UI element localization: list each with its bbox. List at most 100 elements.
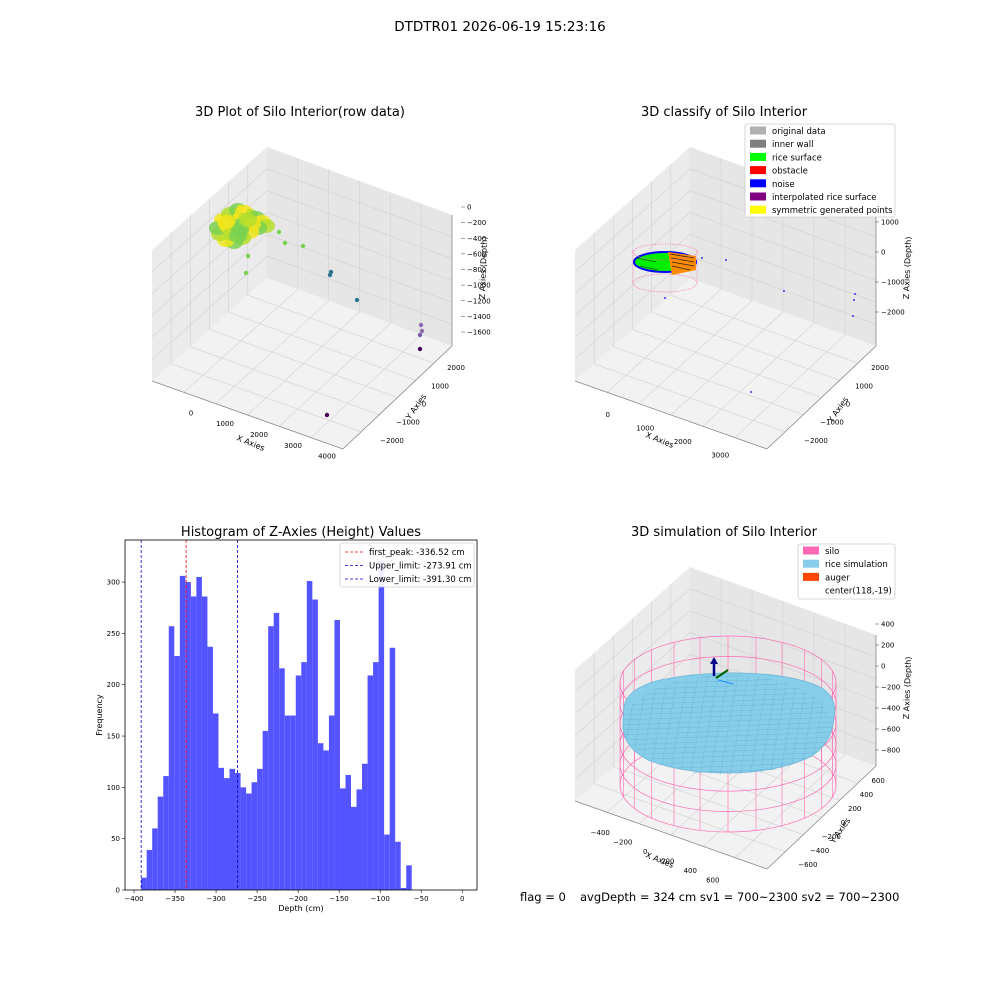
- rice-grid-line: [623, 696, 833, 706]
- rice-grid-line: [623, 741, 833, 751]
- rice-grid-line: [729, 675, 749, 775]
- hist-x-tick-label: 0: [460, 895, 464, 903]
- hist-bar: [223, 778, 230, 890]
- hist-title: Histogram of Z-Axies (Height) Values: [181, 525, 421, 540]
- panel-classify-3d: 3D classify of Silo Interior 0 1000 2000 30…: [574, 105, 913, 459]
- raw-point: [419, 328, 425, 334]
- hist-x-tick-label: −150: [330, 895, 349, 903]
- raw-point: [282, 240, 288, 246]
- hist-bar: [312, 599, 318, 890]
- classify-y-tick: −2000: [804, 437, 828, 445]
- classify-legend-swatch: [750, 166, 766, 175]
- raw-point: [417, 332, 423, 338]
- raw-surface-peak: [241, 207, 247, 213]
- raw-point: [276, 229, 282, 235]
- hist-y-ticks: 0 50 100 150 200 250 300: [107, 579, 125, 895]
- raw-z-tick: −1200: [467, 297, 491, 305]
- hist-bar: [262, 730, 269, 890]
- hist-y-tick-label: 200: [107, 681, 120, 689]
- raw-surface-blob: [229, 229, 247, 243]
- hist-bar: [190, 596, 197, 890]
- sim-legend-label: silo: [825, 547, 839, 557]
- classify-x-tick: 2000: [674, 438, 692, 446]
- raw-x-tick: 1000: [216, 420, 234, 428]
- raw-x-ticks: 0 1000 2000 3000 4000: [189, 409, 336, 460]
- hist-bar: [141, 877, 147, 890]
- raw-surface-blob: [217, 215, 235, 229]
- sim-legend-label: rice simulation: [825, 560, 888, 570]
- hist-legend-label: Upper_limit: -273.91 cm: [369, 562, 472, 572]
- footer-flag: flag = 0: [520, 890, 566, 904]
- classify-legend-label: obstacle: [772, 167, 808, 177]
- hist-bar: [339, 788, 346, 890]
- classify-legend-swatch: [750, 179, 766, 188]
- sim-z-tick: −400: [881, 705, 900, 713]
- y-axis-line: [766, 345, 877, 450]
- sim-y-tick: 0: [841, 819, 845, 827]
- classify-legend-swatch: [750, 205, 766, 214]
- grid-line: [734, 334, 846, 438]
- classify-legend-swatch: [750, 152, 766, 161]
- rice-grid-line: [623, 706, 833, 716]
- y-axis-line: [342, 345, 453, 450]
- hist-bar: [295, 675, 302, 890]
- hist-bar: [268, 626, 274, 890]
- hist-legend-label: first_peak: -336.52 cm: [369, 548, 465, 558]
- grid-line: [574, 588, 691, 693]
- sim-x-ticks: −400−200 0 200 400 600: [591, 829, 720, 885]
- raw-z-tick: −800: [467, 266, 486, 274]
- hist-legend-label: Lower_limit: -391.30 cm: [369, 575, 471, 585]
- hist-bar: [301, 662, 307, 890]
- grid-line: [151, 168, 268, 273]
- rice-grid-line: [709, 675, 729, 775]
- hist-bar: [168, 626, 175, 890]
- sim-x-label: X Axies: [644, 851, 675, 870]
- hist-bar: [273, 612, 280, 890]
- hist-x-tick-label: −300: [206, 895, 225, 903]
- raw-z-ticks: 0 −200 −400 −600 −800 −1000 −1200 −1400 −1600: [461, 204, 491, 337]
- hist-vlines: [140, 540, 238, 890]
- raw-z-tick: −400: [467, 235, 486, 243]
- hist-bar: [146, 849, 153, 890]
- raw-x-tick: 2000: [250, 431, 268, 439]
- classify-legend-label: original data: [772, 127, 826, 137]
- sim-z-label: Z Axies (Depth): [902, 656, 913, 719]
- rice-grid-line: [623, 716, 833, 726]
- hist-y-tick-label: 100: [107, 784, 120, 792]
- hist-bar: [317, 743, 324, 890]
- raw-point: [300, 243, 306, 249]
- raw-point: [327, 272, 333, 278]
- raw-y-ticks: 2000 1000 0 −1000 −2000: [380, 364, 465, 445]
- raw-point: [243, 270, 249, 276]
- classify-x-label: X Axies: [644, 431, 675, 450]
- hist-x-tick-label: −350: [165, 895, 184, 903]
- sim-auger: [710, 657, 734, 685]
- hist-bar: [246, 793, 252, 890]
- hist-bar: [212, 713, 219, 890]
- sim-legend-label: center(118,-19): [825, 587, 892, 597]
- sim-x-tick: 600: [706, 876, 719, 884]
- panel-raw-3d: 3D Plot of Silo Interior(row data) 0 1000…: [151, 105, 491, 461]
- hist-x-tick-label: −400: [124, 895, 143, 903]
- grid-line: [734, 754, 846, 858]
- classify-z-label: Z Axies (Depth): [902, 236, 913, 299]
- hist-bar: [356, 789, 363, 890]
- classify-noise-points: [664, 257, 856, 393]
- sim-y-tick: −400: [810, 847, 829, 855]
- classify-legend-label: interpolated rice surface: [772, 193, 877, 203]
- classify-y-tick: 1000: [855, 382, 873, 390]
- rice-grid-line: [759, 675, 779, 775]
- hist-y-tick-label: 250: [107, 630, 120, 638]
- rice-grid-line: [789, 675, 809, 775]
- sim-z-tick: 0: [881, 663, 885, 671]
- classify-z-tick: −2000: [881, 309, 905, 317]
- hist-bar: [406, 865, 412, 890]
- hist-x-tick-label: −250: [247, 895, 266, 903]
- raw-z-tick: −200: [467, 219, 486, 227]
- floor-pane: [575, 278, 876, 449]
- classify-legend-label: rice surface: [772, 153, 822, 163]
- sim-z-tick: −600: [881, 726, 900, 734]
- sim-legend-swatch: [803, 559, 819, 568]
- classify-legend-label: noise: [772, 180, 795, 190]
- rice-grid-line: [623, 701, 833, 711]
